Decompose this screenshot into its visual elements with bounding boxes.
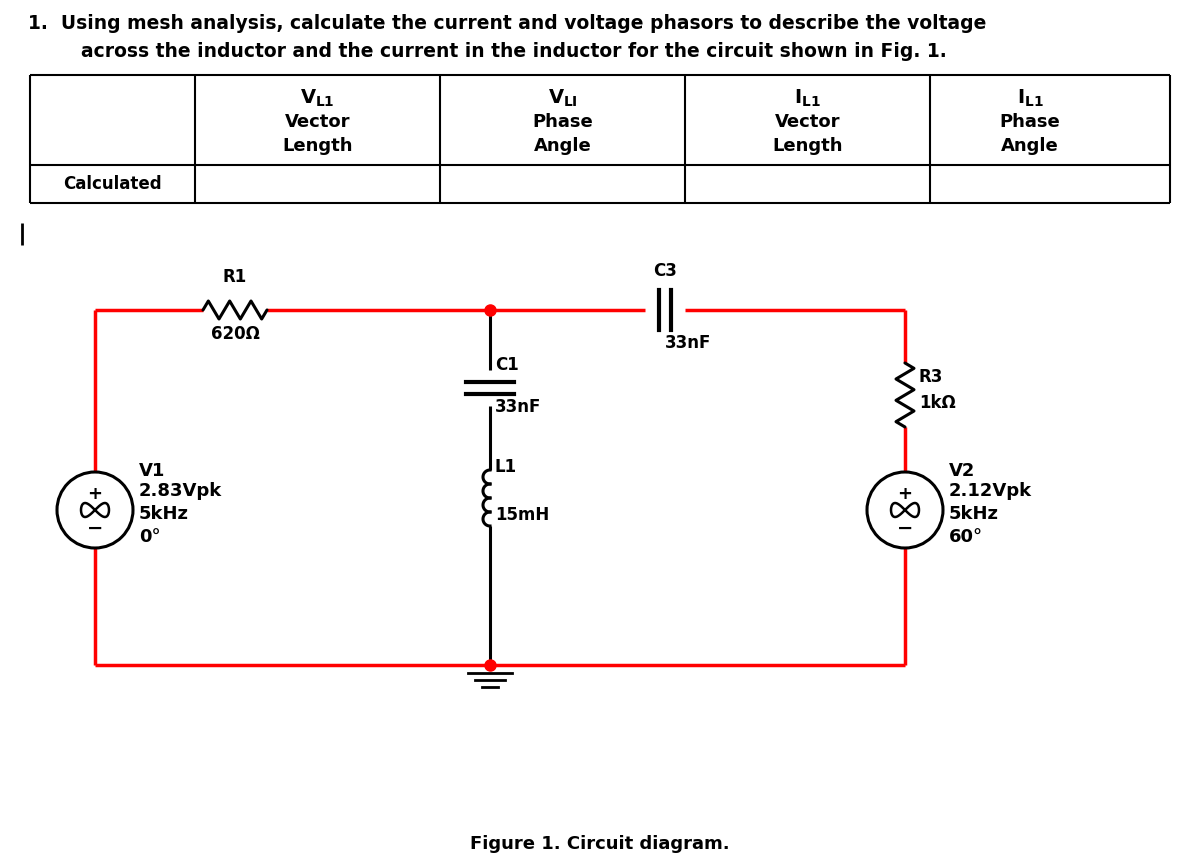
Text: L1: L1 [496,458,517,476]
Text: Length: Length [282,137,353,155]
Text: 0°: 0° [139,528,161,546]
Text: $\mathbf{V}_{\mathbf{L1}}$: $\mathbf{V}_{\mathbf{L1}}$ [300,88,335,109]
Text: V1: V1 [139,462,166,480]
Text: $\mathbf{V}_{\mathbf{LI}}$: $\mathbf{V}_{\mathbf{LI}}$ [547,88,577,109]
Text: R3: R3 [919,368,943,386]
Text: R1: R1 [223,268,247,286]
Text: 2.12Vpk: 2.12Vpk [949,482,1032,500]
Text: 5kHz: 5kHz [139,505,190,523]
Text: Angle: Angle [1001,137,1058,155]
Text: 15mH: 15mH [496,506,550,524]
Text: 5kHz: 5kHz [949,505,998,523]
Text: across the inductor and the current in the inductor for the circuit shown in Fig: across the inductor and the current in t… [55,42,947,61]
Text: Vector: Vector [775,113,840,131]
Text: C3: C3 [653,262,677,280]
Text: 33nF: 33nF [496,398,541,416]
Text: Figure 1. Circuit diagram.: Figure 1. Circuit diagram. [470,835,730,853]
Text: 1kΩ: 1kΩ [919,394,955,412]
Text: C1: C1 [496,356,518,374]
Text: Calculated: Calculated [64,175,162,193]
Text: 1.  Using mesh analysis, calculate the current and voltage phasors to describe t: 1. Using mesh analysis, calculate the cu… [28,14,986,33]
Text: Phase: Phase [1000,113,1061,131]
Text: 33nF: 33nF [665,334,712,352]
Text: $\mathbf{I}_{\mathbf{L1}}$: $\mathbf{I}_{\mathbf{L1}}$ [1016,88,1043,109]
Text: 620Ω: 620Ω [210,325,259,343]
Text: 60°: 60° [949,528,983,546]
Text: $\mathbf{I}_{\mathbf{L1}}$: $\mathbf{I}_{\mathbf{L1}}$ [794,88,821,109]
Text: Length: Length [773,137,842,155]
Text: Phase: Phase [532,113,593,131]
Text: Vector: Vector [284,113,350,131]
Text: 2.83Vpk: 2.83Vpk [139,482,222,500]
Text: Angle: Angle [534,137,592,155]
Text: −: − [896,518,913,538]
Text: +: + [898,485,912,503]
Text: V2: V2 [949,462,976,480]
Text: −: − [86,518,103,538]
Text: +: + [88,485,102,503]
